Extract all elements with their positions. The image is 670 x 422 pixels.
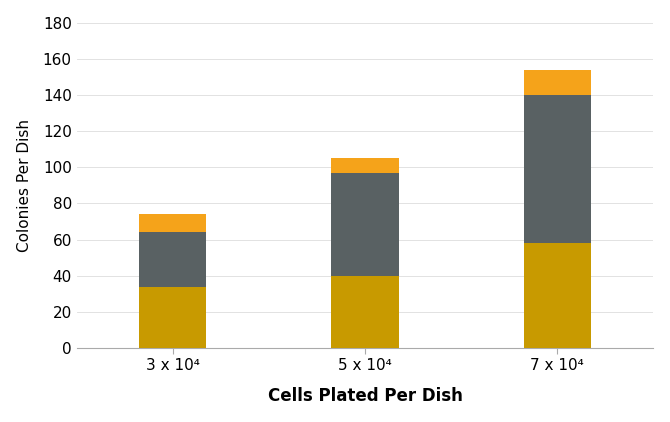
X-axis label: Cells Plated Per Dish: Cells Plated Per Dish [267,387,462,406]
Bar [523,95,591,243]
Bar [523,243,591,348]
Bar [139,287,206,348]
Bar [332,158,399,173]
Bar [332,276,399,348]
Y-axis label: Colonies Per Dish: Colonies Per Dish [17,119,31,252]
Bar [139,214,206,233]
Bar [523,70,591,95]
Bar [332,173,399,276]
Bar [139,233,206,287]
